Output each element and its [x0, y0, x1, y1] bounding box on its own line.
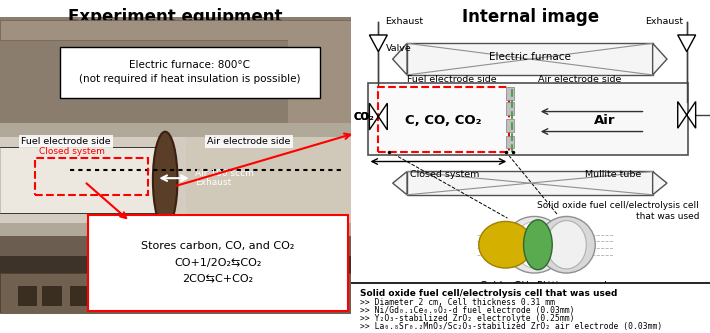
- Text: Solid oxide fuel cell/electrolysis cell
that was used: Solid oxide fuel cell/electrolysis cell …: [537, 201, 699, 221]
- Bar: [0, 17, 351, 127]
- Bar: [211, 286, 230, 306]
- Text: Glass ring: Glass ring: [513, 281, 562, 291]
- FancyBboxPatch shape: [349, 283, 710, 333]
- Bar: [506, 119, 514, 132]
- Text: Exhaust: Exhaust: [645, 17, 683, 26]
- Text: Fuel electrode side: Fuel electrode side: [21, 137, 111, 146]
- Bar: [288, 40, 351, 127]
- Bar: [70, 286, 89, 306]
- Bar: [506, 102, 514, 115]
- FancyBboxPatch shape: [378, 87, 509, 152]
- Bar: [0, 223, 351, 236]
- Bar: [506, 87, 514, 100]
- Text: Closed system: Closed system: [410, 170, 479, 179]
- Text: >> La₀.₈Sr₀.₂MnO₃/Sc₂O₃-stabilized ZrO₂ air electrode (0.03mm): >> La₀.₈Sr₀.₂MnO₃/Sc₂O₃-stabilized ZrO₂ …: [361, 322, 662, 331]
- Text: C, CO, CO₂: C, CO, CO₂: [405, 114, 481, 127]
- FancyBboxPatch shape: [368, 83, 689, 155]
- Polygon shape: [678, 102, 696, 128]
- Text: CO+1/2O₂⇆CO₂: CO+1/2O₂⇆CO₂: [174, 258, 261, 268]
- Text: Closed system: Closed system: [38, 147, 104, 156]
- Bar: [0, 123, 351, 137]
- Bar: [0, 20, 351, 40]
- Text: Exhaust: Exhaust: [386, 17, 424, 26]
- Bar: [0, 147, 155, 213]
- Bar: [0, 273, 351, 313]
- Polygon shape: [369, 35, 388, 52]
- Text: Mullite tube: Mullite tube: [585, 170, 641, 179]
- Text: Electric furnace: Electric furnace: [489, 52, 571, 62]
- Bar: [267, 286, 286, 306]
- Text: Air 100 sccm: Air 100 sccm: [195, 169, 254, 178]
- Bar: [42, 286, 62, 306]
- Bar: [99, 286, 118, 306]
- Ellipse shape: [153, 132, 178, 228]
- Text: >> Diameter 2 cm, Cell thickness 0.31 mm: >> Diameter 2 cm, Cell thickness 0.31 mm: [361, 298, 555, 307]
- Text: Platinum mesh: Platinum mesh: [537, 281, 611, 291]
- Text: CO₂: CO₂: [354, 112, 374, 122]
- Ellipse shape: [547, 220, 586, 269]
- Ellipse shape: [515, 221, 554, 268]
- Bar: [239, 286, 258, 306]
- Bar: [182, 286, 202, 306]
- Bar: [295, 286, 315, 306]
- Ellipse shape: [504, 216, 564, 273]
- Text: Air electrode side: Air electrode side: [538, 75, 621, 84]
- Text: Stores carbon, CO, and CO₂: Stores carbon, CO, and CO₂: [141, 241, 295, 251]
- Ellipse shape: [479, 221, 532, 268]
- Bar: [126, 286, 146, 306]
- Polygon shape: [393, 43, 407, 75]
- Text: CO₂: CO₂: [354, 112, 373, 122]
- Text: Air: Air: [594, 114, 615, 127]
- Text: Internal image: Internal image: [462, 8, 599, 26]
- Text: Air electrode side: Air electrode side: [207, 137, 290, 146]
- Ellipse shape: [523, 220, 552, 270]
- Bar: [186, 137, 351, 223]
- Text: Exhaust: Exhaust: [195, 178, 231, 187]
- Bar: [18, 286, 37, 306]
- Polygon shape: [393, 171, 407, 195]
- Text: >> Y₂O₃-stabilized ZrO₂ electrolyte (0.25mm): >> Y₂O₃-stabilized ZrO₂ electrolyte (0.2…: [361, 314, 575, 323]
- Bar: [323, 286, 343, 306]
- Text: >> Ni/Gd₀.₁Ce₀.₉O₂-d fuel electrode (0.03mm): >> Ni/Gd₀.₁Ce₀.₉O₂-d fuel electrode (0.0…: [361, 306, 575, 315]
- Text: 2CO⇆C+CO₂: 2CO⇆C+CO₂: [182, 273, 253, 283]
- FancyBboxPatch shape: [407, 171, 652, 195]
- Bar: [0, 18, 351, 313]
- FancyBboxPatch shape: [60, 47, 320, 98]
- Text: Valve: Valve: [386, 44, 411, 53]
- Text: Experiment equipment: Experiment equipment: [68, 8, 283, 26]
- Text: Solid oxide fuel cell/electrolysis cell that was used: Solid oxide fuel cell/electrolysis cell …: [361, 289, 618, 298]
- Bar: [0, 256, 351, 313]
- Ellipse shape: [538, 216, 595, 273]
- FancyBboxPatch shape: [407, 43, 652, 75]
- Text: Gold mesh: Gold mesh: [479, 281, 532, 291]
- Bar: [155, 286, 174, 306]
- Polygon shape: [652, 43, 667, 75]
- Polygon shape: [678, 35, 696, 52]
- Polygon shape: [652, 171, 667, 195]
- Bar: [506, 136, 514, 148]
- Text: Fuel electrode side: Fuel electrode side: [407, 75, 497, 84]
- FancyBboxPatch shape: [88, 215, 348, 311]
- Bar: [0, 123, 351, 236]
- Text: Electric furnace: 800°C
(not required if heat insulation is possible): Electric furnace: 800°C (not required if…: [79, 60, 300, 84]
- Polygon shape: [369, 103, 388, 130]
